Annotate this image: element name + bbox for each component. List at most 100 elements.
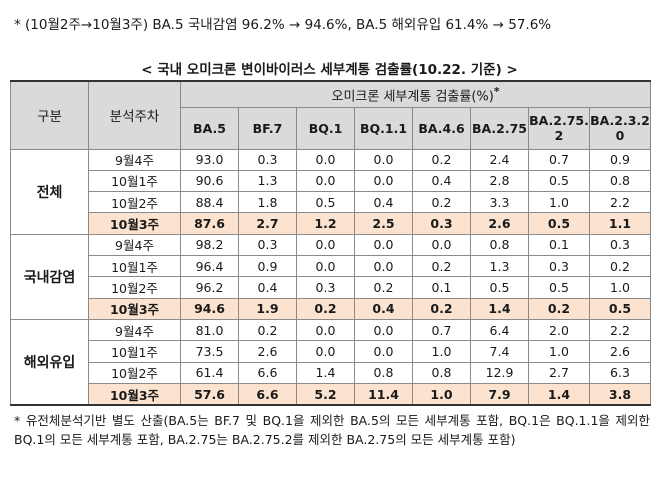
value-cell: 57.6	[180, 383, 239, 406]
column-header-week: 분석주차	[88, 80, 181, 150]
value-cell: 0.3	[589, 233, 651, 257]
value-cell: 0.0	[296, 169, 355, 193]
value-cell: 61.4	[180, 361, 239, 385]
value-cell: 96.2	[180, 276, 239, 299]
omicron-lineage-table: 구분 분석주차 오미크론 세부계통 검출률(%)* BA.5 BF.7 BQ.1 BQ…	[10, 80, 651, 406]
group-label: 전체	[10, 148, 89, 235]
value-cell: 1.0	[589, 276, 651, 299]
table-row: 10월1주 90.6 1.3 0.0 0.0 0.4 2.8 0.5 0.8	[11, 169, 651, 193]
value-cell: 7.4	[470, 340, 529, 363]
value-cell: 0.2	[412, 191, 471, 214]
table-row: 10월1주 96.4 0.9 0.0 0.0 0.2 1.3 0.3 0.2	[11, 255, 651, 278]
value-cell: 1.3	[238, 169, 297, 193]
week-cell: 10월1주	[88, 340, 181, 363]
column-header-lineage-rate: 오미크론 세부계통 검출률(%)*	[180, 80, 651, 108]
value-cell: 6.3	[589, 361, 651, 385]
value-cell: 2.2	[589, 319, 651, 342]
value-cell: 0.0	[354, 148, 413, 171]
table-row: 전체 9월4주 93.0 0.3 0.0 0.0 0.2 2.4 0.7 0.9	[10, 148, 651, 235]
week-cell: 9월4주	[88, 319, 181, 342]
value-cell: 6.6	[238, 361, 297, 385]
value-cell: 0.0	[296, 255, 355, 278]
variant-header: BQ.1	[296, 106, 355, 150]
value-cell: 1.2	[296, 212, 355, 235]
week-cell: 10월1주	[88, 255, 181, 278]
value-cell: 0.8	[470, 233, 529, 257]
value-cell: 0.3	[296, 276, 355, 299]
value-cell: 1.4	[296, 361, 355, 385]
value-cell: 1.3	[470, 255, 529, 278]
value-cell: 0.3	[238, 233, 297, 257]
variant-header: BA.5	[180, 106, 239, 150]
table-header: 구분 분석주차 오미크론 세부계통 검출률(%)* BA.5 BF.7 BQ.1 BQ…	[10, 80, 651, 150]
value-cell: 0.4	[412, 169, 471, 193]
table-row: 국내감염 9월4주 98.2 0.3 0.0 0.0 0.0 0.8 0.1 0.3	[10, 233, 651, 321]
value-cell: 0.8	[354, 361, 413, 385]
value-cell: 0.8	[589, 169, 651, 193]
value-cell: 93.0	[180, 148, 239, 171]
value-cell: 0.9	[238, 255, 297, 278]
value-cell: 0.0	[354, 255, 413, 278]
column-header-group: 구분	[10, 80, 89, 150]
lineage-rate-label: 오미크론 세부계통 검출률(%)	[331, 88, 494, 104]
value-cell: 0.0	[354, 169, 413, 193]
variant-header: BA.4.6	[412, 106, 471, 150]
variant-header-row: BA.5 BF.7 BQ.1 BQ.1.1 BA.4.6 BA.2.75 BA.2.75.2…	[11, 106, 651, 150]
value-cell: 3.8	[589, 383, 651, 406]
value-cell: 0.2	[412, 148, 471, 171]
value-cell: 11.4	[354, 383, 413, 406]
value-cell: 0.0	[354, 340, 413, 363]
value-cell: 0.5	[470, 276, 529, 299]
value-cell: 98.2	[180, 233, 239, 257]
value-cell: 0.4	[238, 276, 297, 299]
table-row: 10월2주 88.4 1.8 0.5 0.4 0.2 3.3 1.0 2.2	[11, 191, 651, 214]
value-cell: 6.6	[238, 383, 297, 406]
value-cell: 0.2	[528, 297, 590, 321]
value-cell: 2.7	[528, 361, 590, 385]
value-cell: 0.3	[238, 148, 297, 171]
value-cell: 87.6	[180, 212, 239, 235]
value-cell: 94.6	[180, 297, 239, 321]
value-cell: 0.0	[296, 233, 355, 257]
value-cell: 0.0	[296, 340, 355, 363]
group-label: 해외유입	[10, 319, 89, 406]
value-cell: 1.1	[589, 212, 651, 235]
variant-header: BQ.1.1	[354, 106, 413, 150]
value-cell: 0.0	[354, 233, 413, 257]
week-cell: 10월2주	[88, 276, 181, 299]
variant-header: BA.2.3.20	[589, 106, 651, 150]
value-cell: 0.0	[296, 319, 355, 342]
week-cell: 9월4주	[88, 148, 181, 171]
value-cell: 0.5	[589, 297, 651, 321]
value-cell: 2.2	[589, 191, 651, 214]
value-cell: 0.5	[528, 276, 590, 299]
value-cell: 5.2	[296, 383, 355, 406]
week-cell: 10월3주	[88, 383, 181, 406]
value-cell: 2.5	[354, 212, 413, 235]
value-cell: 2.6	[470, 212, 529, 235]
value-cell: 7.9	[470, 383, 529, 406]
value-cell: 2.0	[528, 319, 590, 342]
value-cell: 0.2	[412, 255, 471, 278]
table-row: 10월3주 94.6 1.9 0.2 0.4 0.2 1.4 0.2 0.5	[11, 297, 651, 321]
table-row: 10월2주 61.4 6.6 1.4 0.8 0.8 12.9 2.7 6.3	[11, 361, 651, 385]
value-cell: 2.6	[589, 340, 651, 363]
table-row: 10월2주 96.2 0.4 0.3 0.2 0.1 0.5 0.5 1.0	[11, 276, 651, 299]
table-row: 10월3주 87.6 2.7 1.2 2.5 0.3 2.6 0.5 1.1	[11, 212, 651, 235]
value-cell: 96.4	[180, 255, 239, 278]
table-body: 전체 9월4주 93.0 0.3 0.0 0.0 0.2 2.4 0.7 0.9 10월1주 90.6…	[10, 148, 651, 406]
table-row: 10월1주 73.5 2.6 0.0 0.0 1.0 7.4 1.0 2.6	[11, 340, 651, 363]
variant-header: BF.7	[238, 106, 297, 150]
value-cell: 1.0	[528, 340, 590, 363]
value-cell: 0.0	[412, 233, 471, 257]
footnote: * 유전체분석기반 별도 산출(BA.5는 BF.7 및 BQ.1을 제외한 B…	[14, 413, 650, 447]
value-cell: 73.5	[180, 340, 239, 363]
value-cell: 0.5	[528, 169, 590, 193]
value-cell: 0.4	[354, 297, 413, 321]
value-cell: 0.8	[412, 361, 471, 385]
value-cell: 0.3	[412, 212, 471, 235]
value-cell: 0.1	[528, 233, 590, 257]
value-cell: 0.5	[296, 191, 355, 214]
value-cell: 81.0	[180, 319, 239, 342]
value-cell: 2.8	[470, 169, 529, 193]
